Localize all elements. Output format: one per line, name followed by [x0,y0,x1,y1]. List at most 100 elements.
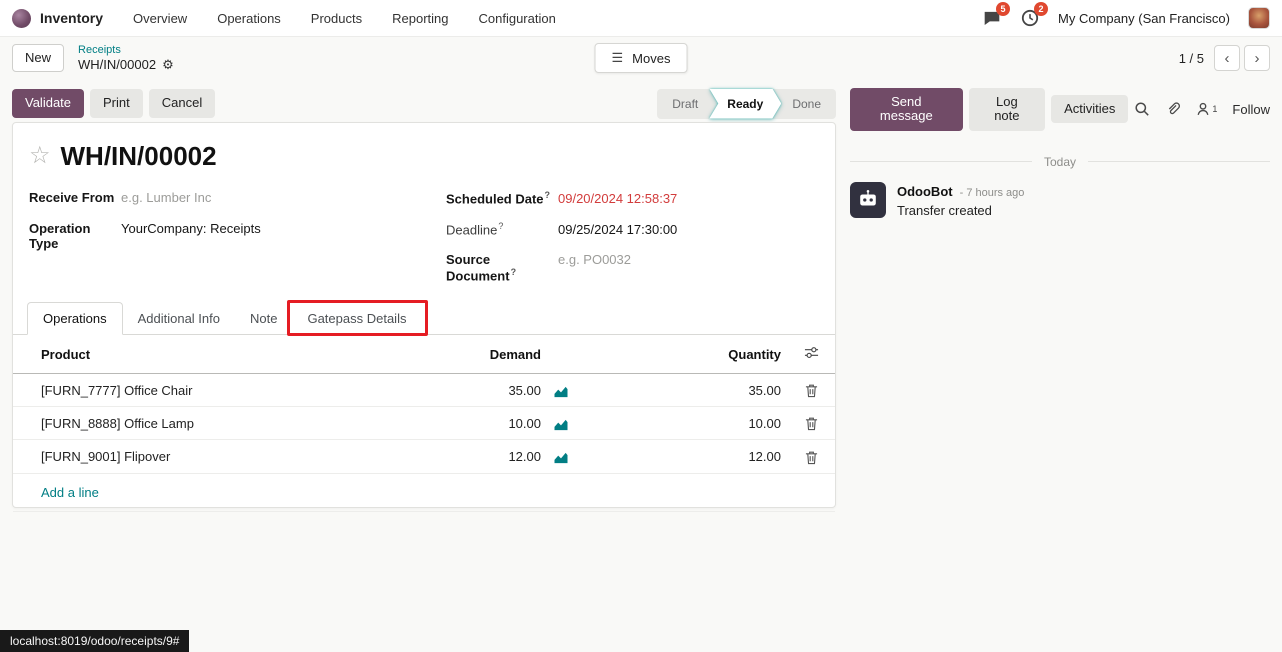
systray: 5 2 My Company (San Francisco) [982,2,1270,29]
add-a-line-link[interactable]: Add a line [41,484,99,500]
chatter-icons: 1 Follow [1134,101,1270,117]
breadcrumb-receipts[interactable]: Receipts [78,44,121,56]
app-name[interactable]: Inventory [40,10,104,26]
forecast-chart-icon[interactable] [553,385,569,398]
cell-demand[interactable]: 12.00 [469,439,547,474]
deadline-label: Deadline? [446,221,504,238]
forecast-chart-icon[interactable] [553,418,569,431]
help-icon: ? [544,190,551,200]
message-content: OdooBot - 7 hours ago Transfer created [897,182,1024,218]
new-button[interactable]: New [12,43,65,73]
messages-icon[interactable]: 5 [982,2,1011,28]
attachments-icon[interactable] [1165,101,1181,117]
tab-additional-info[interactable]: Additional Info [137,311,220,327]
source-document-field[interactable]: e.g. PO0032 [558,252,631,267]
status-step-done[interactable]: Done [792,96,821,111]
favorite-star-icon[interactable]: ☆ [29,142,51,169]
receive-from-field[interactable]: e.g. Lumber Inc [121,190,212,205]
message-author[interactable]: OdooBot [897,183,953,199]
fields-right-group: Scheduled Date? 09/20/2024 12:58:37 Dead… [446,187,819,286]
breadcrumb-current: WH/IN/00002 [78,57,157,72]
clock-icon [1021,9,1039,27]
message-time: - 7 hours ago [959,186,1025,199]
form-header: ☆ WH/IN/00002 Receive From e.g. Lumber I… [13,123,835,286]
print-button[interactable]: Print [90,89,143,118]
followers-count: 1 [1212,104,1218,115]
divider-line [1088,161,1270,163]
cancel-button[interactable]: Cancel [148,89,216,118]
date-divider: Today [850,155,1270,169]
gear-icon[interactable]: ⚙ [162,57,174,72]
cell-demand[interactable]: 35.00 [469,373,547,408]
forecast-chart-icon[interactable] [553,451,569,464]
status-pipeline: Draft Ready Done [657,88,836,119]
tab-note[interactable]: Note [250,311,278,327]
odoobot-avatar[interactable] [850,181,886,218]
optional-columns-icon[interactable] [787,335,835,375]
moves-button-label: Moves [632,50,671,66]
fields-left-group: Receive From e.g. Lumber Inc Operation T… [29,187,402,286]
messages-badge: 5 [996,2,1011,16]
chat-bubble-icon [984,11,1000,25]
app-switcher[interactable]: Inventory [12,8,104,28]
message-body: Transfer created [897,202,992,218]
operation-type-field[interactable]: YourCompany: Receipts [121,221,261,236]
control-panel: New Receipts WH/IN/00002 ⚙ ☰ Moves 1 / 5… [12,42,1270,74]
odoo-logo-icon [12,8,31,28]
robot-icon [860,189,876,206]
user-avatar[interactable] [1248,7,1270,29]
validate-button[interactable]: Validate [12,89,85,118]
record-title: WH/IN/00002 [60,141,217,171]
divider-label: Today [1043,154,1077,169]
chatter-panel: Send message Log note Activities 1 Follo… [850,88,1270,218]
cell-quantity[interactable]: 10.00 [587,406,787,441]
column-header-demand: Demand [469,335,547,375]
deadline-field[interactable]: 09/25/2024 17:30:00 [558,222,678,238]
table-row[interactable]: [FURN_7777] Office Chair 35.00 35.00 [13,373,835,408]
menu-operations[interactable]: Operations [217,10,281,26]
log-note-button[interactable]: Log note [968,88,1046,131]
search-messages-icon[interactable] [1134,101,1150,117]
status-step-ready-glow: Ready [709,89,781,119]
activities-icon[interactable]: 2 [1020,2,1049,28]
delete-row-icon[interactable] [805,383,818,398]
table-row[interactable]: [FURN_9001] Flipover 12.00 12.00 [13,439,835,474]
table-row[interactable]: [FURN_8888] Office Lamp 10.00 10.00 [13,406,835,441]
top-navbar: Inventory Overview Operations Products R… [0,0,1282,37]
follow-button[interactable]: Follow [1232,101,1270,117]
source-document-label: Source Document? [446,252,517,284]
cell-product[interactable]: [FURN_9001] Flipover [13,439,469,474]
form-fields: Receive From e.g. Lumber Inc Operation T… [29,187,819,286]
tab-gatepass-details[interactable]: Gatepass Details [287,300,429,337]
cell-quantity[interactable]: 12.00 [587,439,787,474]
followers-icon[interactable]: 1 [1195,101,1217,117]
cell-quantity[interactable]: 35.00 [587,373,787,408]
divider-line [850,161,1032,163]
column-header-quantity: Quantity [587,335,787,375]
pager-previous-button[interactable]: ‹ [1214,45,1240,71]
menu-overview[interactable]: Overview [133,10,188,26]
move-lines-table: Product Demand Quantity [13,335,835,474]
pager-next-button[interactable]: › [1244,45,1270,71]
activities-button[interactable]: Activities [1051,95,1129,124]
tab-operations[interactable]: Operations [27,302,123,336]
cell-demand[interactable]: 10.00 [469,406,547,441]
cell-product[interactable]: [FURN_7777] Office Chair [13,373,469,408]
help-icon: ? [498,221,504,231]
cell-product[interactable]: [FURN_8888] Office Lamp [13,406,469,441]
status-step-draft[interactable]: Draft [672,96,699,111]
scheduled-date-field[interactable]: 09/20/2024 12:58:37 [558,191,678,207]
status-step-ready[interactable]: Ready [709,89,781,119]
moves-button[interactable]: ☰ Moves [594,43,688,73]
menu-configuration[interactable]: Configuration [478,10,556,26]
column-header-spacer [547,335,587,375]
chatter-message: OdooBot - 7 hours ago Transfer created [850,181,1270,218]
add-line-row: Add a line [13,474,835,512]
company-switcher[interactable]: My Company (San Francisco) [1058,10,1230,26]
send-message-button[interactable]: Send message [850,88,963,131]
browser-status-bar: localhost:8019/odoo/receipts/9# [0,630,190,652]
delete-row-icon[interactable] [805,416,818,431]
menu-products[interactable]: Products [310,10,363,26]
menu-reporting[interactable]: Reporting [392,10,449,26]
delete-row-icon[interactable] [805,450,818,465]
